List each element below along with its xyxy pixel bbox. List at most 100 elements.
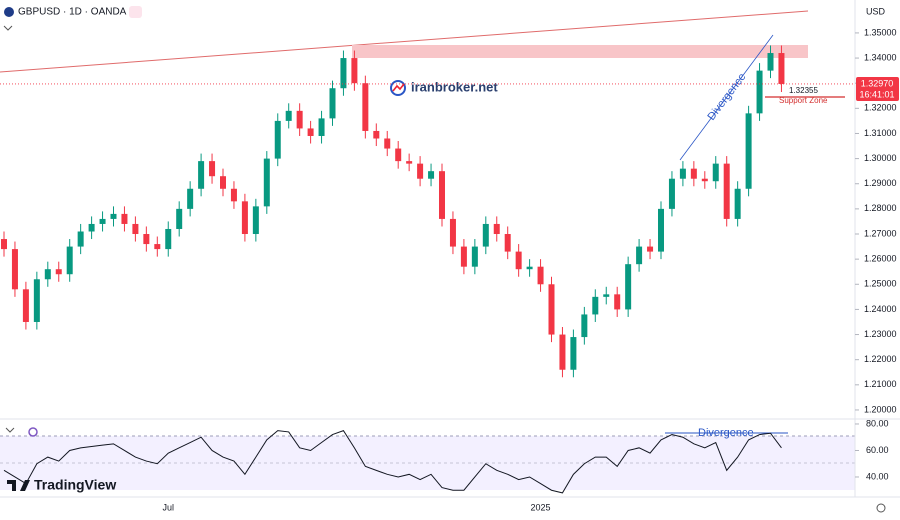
candle-body <box>701 178 708 182</box>
candle-body <box>658 208 664 252</box>
y-tick-label: 1.25000 <box>864 279 897 289</box>
settings-icon[interactable] <box>876 503 886 513</box>
candle-body <box>734 188 741 219</box>
candle-body <box>285 110 292 121</box>
candle-body <box>417 163 424 179</box>
candle-body <box>614 294 621 310</box>
support-label: Support Zone <box>779 96 828 105</box>
y-tick-label: 1.20000 <box>864 404 897 414</box>
watermark: iranbroker.net <box>411 79 498 94</box>
y-tick-label: 1.34000 <box>864 52 897 62</box>
candle-body <box>395 148 402 162</box>
rsi-icon[interactable] <box>28 427 38 437</box>
candle-body <box>22 289 29 322</box>
y-tick-label: 1.26000 <box>864 254 897 264</box>
candle-body <box>143 234 150 245</box>
rsi-y-tick-label: 60.00 <box>866 445 889 455</box>
rsi-y-tick-label: 40.00 <box>866 471 889 481</box>
candle-body <box>318 118 325 136</box>
candle-body <box>537 266 544 285</box>
trend-line <box>0 10 809 73</box>
candle-body <box>263 158 270 207</box>
candle-body <box>647 246 654 252</box>
candle-body <box>471 246 478 267</box>
candle-body <box>668 178 675 209</box>
symbol-flag <box>4 7 14 17</box>
rsi-collapse-icon[interactable] <box>5 427 15 433</box>
countdown: 16:41:01 <box>859 89 894 99</box>
candle-body <box>1 239 7 250</box>
candle-body <box>712 163 719 182</box>
x-tick-label: Jul <box>162 502 174 512</box>
alert-icon[interactable] <box>129 6 142 18</box>
candle-body <box>559 334 566 370</box>
candle-body <box>592 296 599 315</box>
rsi-divergence-label: Divergence <box>698 427 754 439</box>
candle-body <box>581 314 588 338</box>
y-tick-label: 1.35000 <box>864 27 897 37</box>
divergence-line <box>679 34 774 161</box>
currency-label[interactable]: USD <box>866 6 886 16</box>
candle-body <box>439 171 445 219</box>
candle-body <box>241 201 248 235</box>
y-tick-label: 1.21000 <box>864 379 897 389</box>
candle-body <box>449 218 456 247</box>
candle-body <box>121 213 128 224</box>
candle-body <box>66 246 73 275</box>
rsi-y-tick-label: 80.00 <box>866 418 889 428</box>
x-tick-label: 2025 <box>531 502 551 512</box>
candle-body <box>252 206 259 235</box>
candle-body <box>690 168 697 179</box>
resistance-zone <box>352 45 808 58</box>
y-tick-label: 1.27000 <box>864 228 897 238</box>
candle-body <box>307 128 314 136</box>
candle-body <box>482 223 489 247</box>
candle-body <box>636 246 643 265</box>
candle-body <box>723 163 730 219</box>
y-tick-label: 1.30000 <box>864 153 897 163</box>
candle-body <box>515 251 522 270</box>
candle-body <box>230 188 237 202</box>
last-price-label: 1.32970 <box>861 78 894 88</box>
symbol-title[interactable]: GBPUSD · 1D · OANDA <box>18 7 127 18</box>
candle-body <box>526 266 533 270</box>
candle-body <box>384 138 391 149</box>
candle-body <box>603 294 610 297</box>
candle-body <box>778 53 785 84</box>
candle-body <box>767 53 774 71</box>
rsi-line <box>3 429 782 494</box>
y-tick-label: 1.32000 <box>864 103 897 113</box>
candle-body <box>493 223 500 235</box>
candle-body <box>33 279 40 322</box>
candle-body <box>176 208 183 229</box>
candle-body <box>428 171 435 179</box>
collapse-icon[interactable] <box>3 25 13 31</box>
candle-body <box>55 269 62 275</box>
candle-body <box>745 113 752 189</box>
candle-body <box>625 264 632 310</box>
last-price-box <box>856 76 899 101</box>
y-tick-label: 1.22000 <box>864 354 897 364</box>
candle-body <box>88 223 95 232</box>
candle-body <box>460 246 467 267</box>
candle-body <box>296 110 303 129</box>
candle-body <box>570 337 577 370</box>
candle-body <box>99 218 106 224</box>
y-tick-label: 1.31000 <box>864 128 897 138</box>
candle-body <box>198 161 205 189</box>
candle-body <box>373 130 380 139</box>
candle-body <box>110 213 117 219</box>
y-tick-label: 1.23000 <box>864 329 897 339</box>
candle-body <box>756 70 763 114</box>
candle-body <box>154 244 161 250</box>
brand: TradingView <box>34 477 116 493</box>
candle-body <box>209 161 216 177</box>
candle-body <box>44 269 51 280</box>
candle-body <box>11 249 18 290</box>
candle-body <box>187 188 194 209</box>
candle-body <box>220 176 226 189</box>
candle-body <box>132 223 139 235</box>
candle-body <box>77 231 84 247</box>
